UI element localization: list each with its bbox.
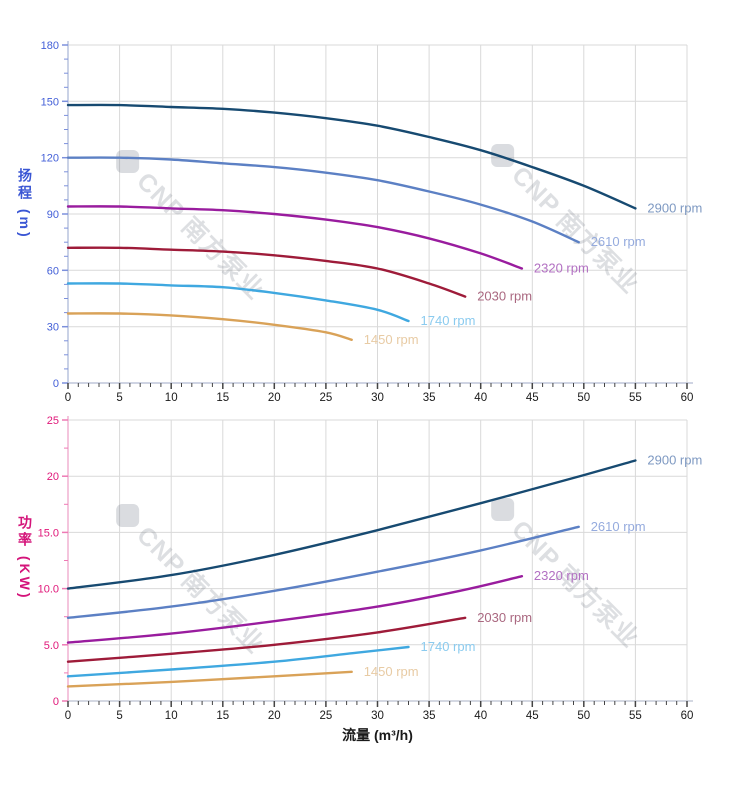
x-tick-label: 45 [526,392,539,404]
x-tick-label: 45 [526,710,539,722]
curve-2900-rpm [66,459,637,590]
watermark-text: CNP 南方泵业 [131,520,270,659]
curve-2030-rpm [66,246,467,298]
x-tick-label: 15 [216,710,229,722]
x-tick-label: 25 [320,710,333,722]
x-tick-label: 50 [577,392,590,404]
curve-rpm-label: 2320 rpm [534,568,589,583]
x-tick-label: 0 [65,392,71,404]
watermark-text: CNP 南方泵业 [506,514,645,653]
x-tick-label: 5 [116,710,122,722]
power-flow-chart: CNP 南方泵业 CNP 南方泵业 0 5.0 10.0 15.0 20 25 0 5 10 15 20… [38,415,703,722]
curve-1450-rpm [66,312,353,341]
curve-2320-rpm [66,205,524,270]
x-tick-label: 35 [423,392,436,404]
cnp-logo-watermark-icon [116,150,140,174]
curve-rpm-label: 2320 rpm [534,261,589,276]
cnp-logo-watermark-icon [116,504,140,528]
x-tick-label: 5 [116,392,122,404]
x-tick-label: 30 [371,710,384,722]
curve-rpm-label: 2030 rpm [477,289,532,304]
y-tick-label: 0 [53,378,59,390]
curve-2320-rpm [66,575,524,644]
y-tick-label: 150 [41,96,59,108]
y-tick-label: 60 [47,265,59,277]
x-tick-label: 50 [577,710,590,722]
curve-1740-rpm [66,282,410,323]
curve-rpm-label: 2610 rpm [591,519,646,534]
y-tick-label: 90 [47,209,59,221]
x-tick-label: 35 [423,710,436,722]
x-tick-label: 20 [268,392,281,404]
power-axis-title: 功率 (KW) [17,515,33,601]
cnp-logo-watermark-icon [491,144,515,168]
cnp-watermark: CNP 南方泵业 [116,504,270,659]
x-tick-label: 40 [474,392,487,404]
y-tick-label: 30 [47,322,59,334]
curve-1450-rpm [66,670,353,688]
watermark-text: CNP 南方泵业 [506,160,645,299]
y-tick-label: 20 [47,471,59,483]
x-tick-label: 55 [629,392,642,404]
curve-rpm-label: 1450 rpm [364,332,419,347]
cnp-logo-watermark-icon [491,498,515,522]
curve-rpm-label: 2900 rpm [647,200,702,215]
flow-axis-title: 流量 (m³/h) [342,727,413,743]
x-tick-label: 10 [165,392,178,404]
curve-2900-rpm [66,103,637,210]
y-tick-label: 10.0 [38,584,59,596]
curve-rpm-label: 2900 rpm [647,453,702,468]
head-axis-title: 扬程 (m) [17,168,33,240]
curve-rpm-label: 1740 rpm [421,639,476,654]
x-tick-label: 25 [320,392,333,404]
curve-2030-rpm [66,616,467,663]
x-tick-label: 30 [371,392,384,404]
cnp-watermark: CNP 南方泵业 [116,150,270,305]
x-tick-label: 20 [268,710,281,722]
x-tick-label: 60 [681,710,694,722]
y-tick-label: 180 [41,40,59,52]
head-flow-chart: CNP 南方泵业 CNP 南方泵业 0 30 60 90 120 150 180 0 5 10 15 20… [41,40,703,404]
curve-2610-rpm [66,525,580,619]
curve-2610-rpm [66,156,580,244]
curve-1740-rpm [66,645,410,678]
x-tick-label: 60 [681,392,694,404]
curve-rpm-label: 1740 rpm [421,313,476,328]
curve-rpm-label: 2030 rpm [477,610,532,625]
x-tick-label: 55 [629,710,642,722]
x-tick-label: 10 [165,710,178,722]
y-tick-label: 0 [53,696,59,708]
x-tick-label: 0 [65,710,71,722]
x-tick-label: 15 [216,392,229,404]
curve-rpm-label: 2610 rpm [591,234,646,249]
x-tick-label: 40 [474,710,487,722]
curve-rpm-label: 1450 rpm [364,664,419,679]
y-tick-label: 120 [41,153,59,165]
y-tick-label: 25 [47,415,59,427]
y-tick-label: 5.0 [44,640,59,652]
y-tick-label: 15.0 [38,527,59,539]
